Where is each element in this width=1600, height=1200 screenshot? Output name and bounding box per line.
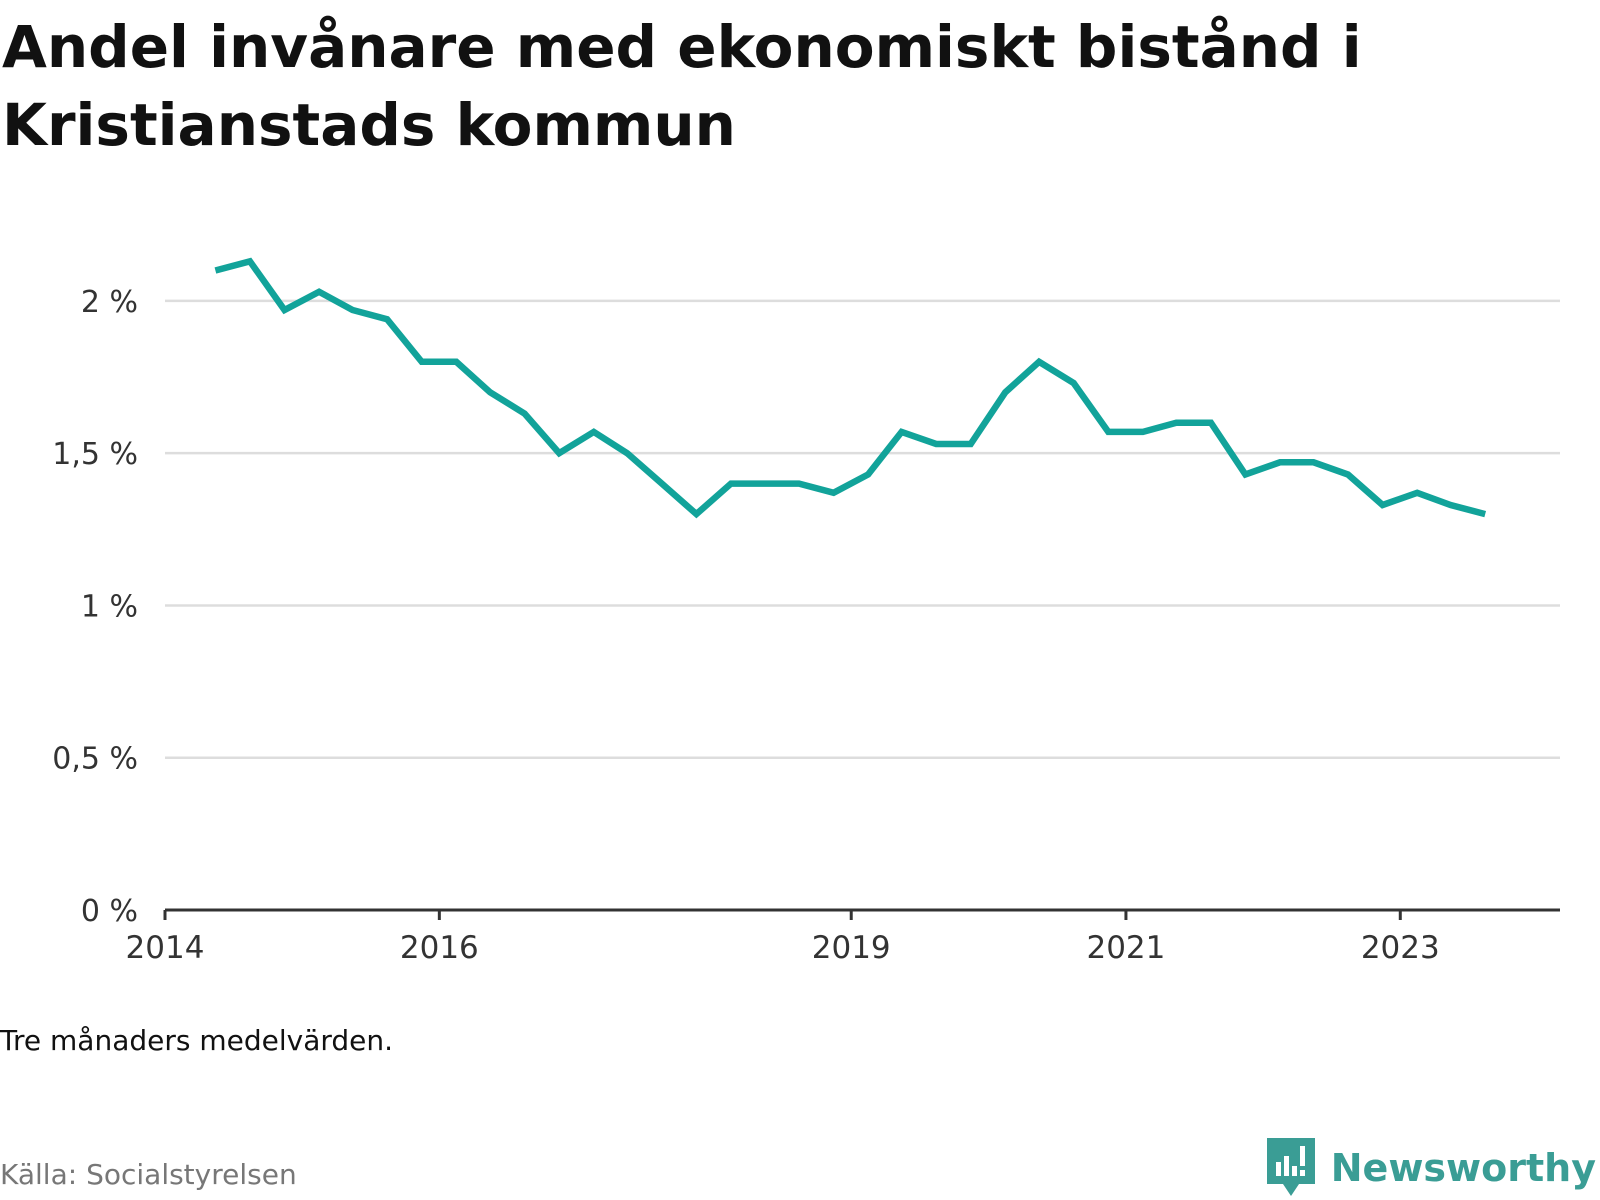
grid-lines (165, 299, 1560, 759)
x-axis: 2014 2016 2019 2021 2023 (126, 908, 1560, 966)
y-tick-label: 1,5 % (52, 437, 138, 472)
y-tick-label: 2 % (81, 285, 138, 320)
series-line (214, 257, 1487, 519)
chart-note: Tre månaders medelvärden. (0, 1024, 394, 1057)
line-chart: 0 % 0,5 % 1 % 1,5 % 2 % 2014 2016 2019 2021 2023 (52, 257, 1560, 966)
x-tick-label: 2014 (126, 930, 205, 966)
y-tick-label: 0 % (81, 894, 138, 929)
chart-title: Andel invånare med ekonomiskt bistånd i … (2, 13, 1362, 159)
x-tick-label: 2019 (812, 930, 891, 966)
source-credit: Källa: Socialstyrelsen (0, 1158, 297, 1191)
series-layer (214, 257, 1487, 519)
brand-logo: Newsworthy (1266, 1138, 1596, 1198)
newsworthy-logo-icon (1266, 1138, 1315, 1196)
x-tick-label: 2021 (1086, 930, 1165, 966)
y-tick-label: 1 % (81, 589, 138, 624)
x-tick-label: 2016 (400, 930, 479, 966)
x-tick-label: 2023 (1361, 930, 1440, 966)
y-axis-ticks: 0 % 0,5 % 1 % 1,5 % 2 % (52, 285, 138, 929)
brand-name: Newsworthy (1330, 1146, 1596, 1190)
y-tick-label: 0,5 % (52, 742, 138, 777)
